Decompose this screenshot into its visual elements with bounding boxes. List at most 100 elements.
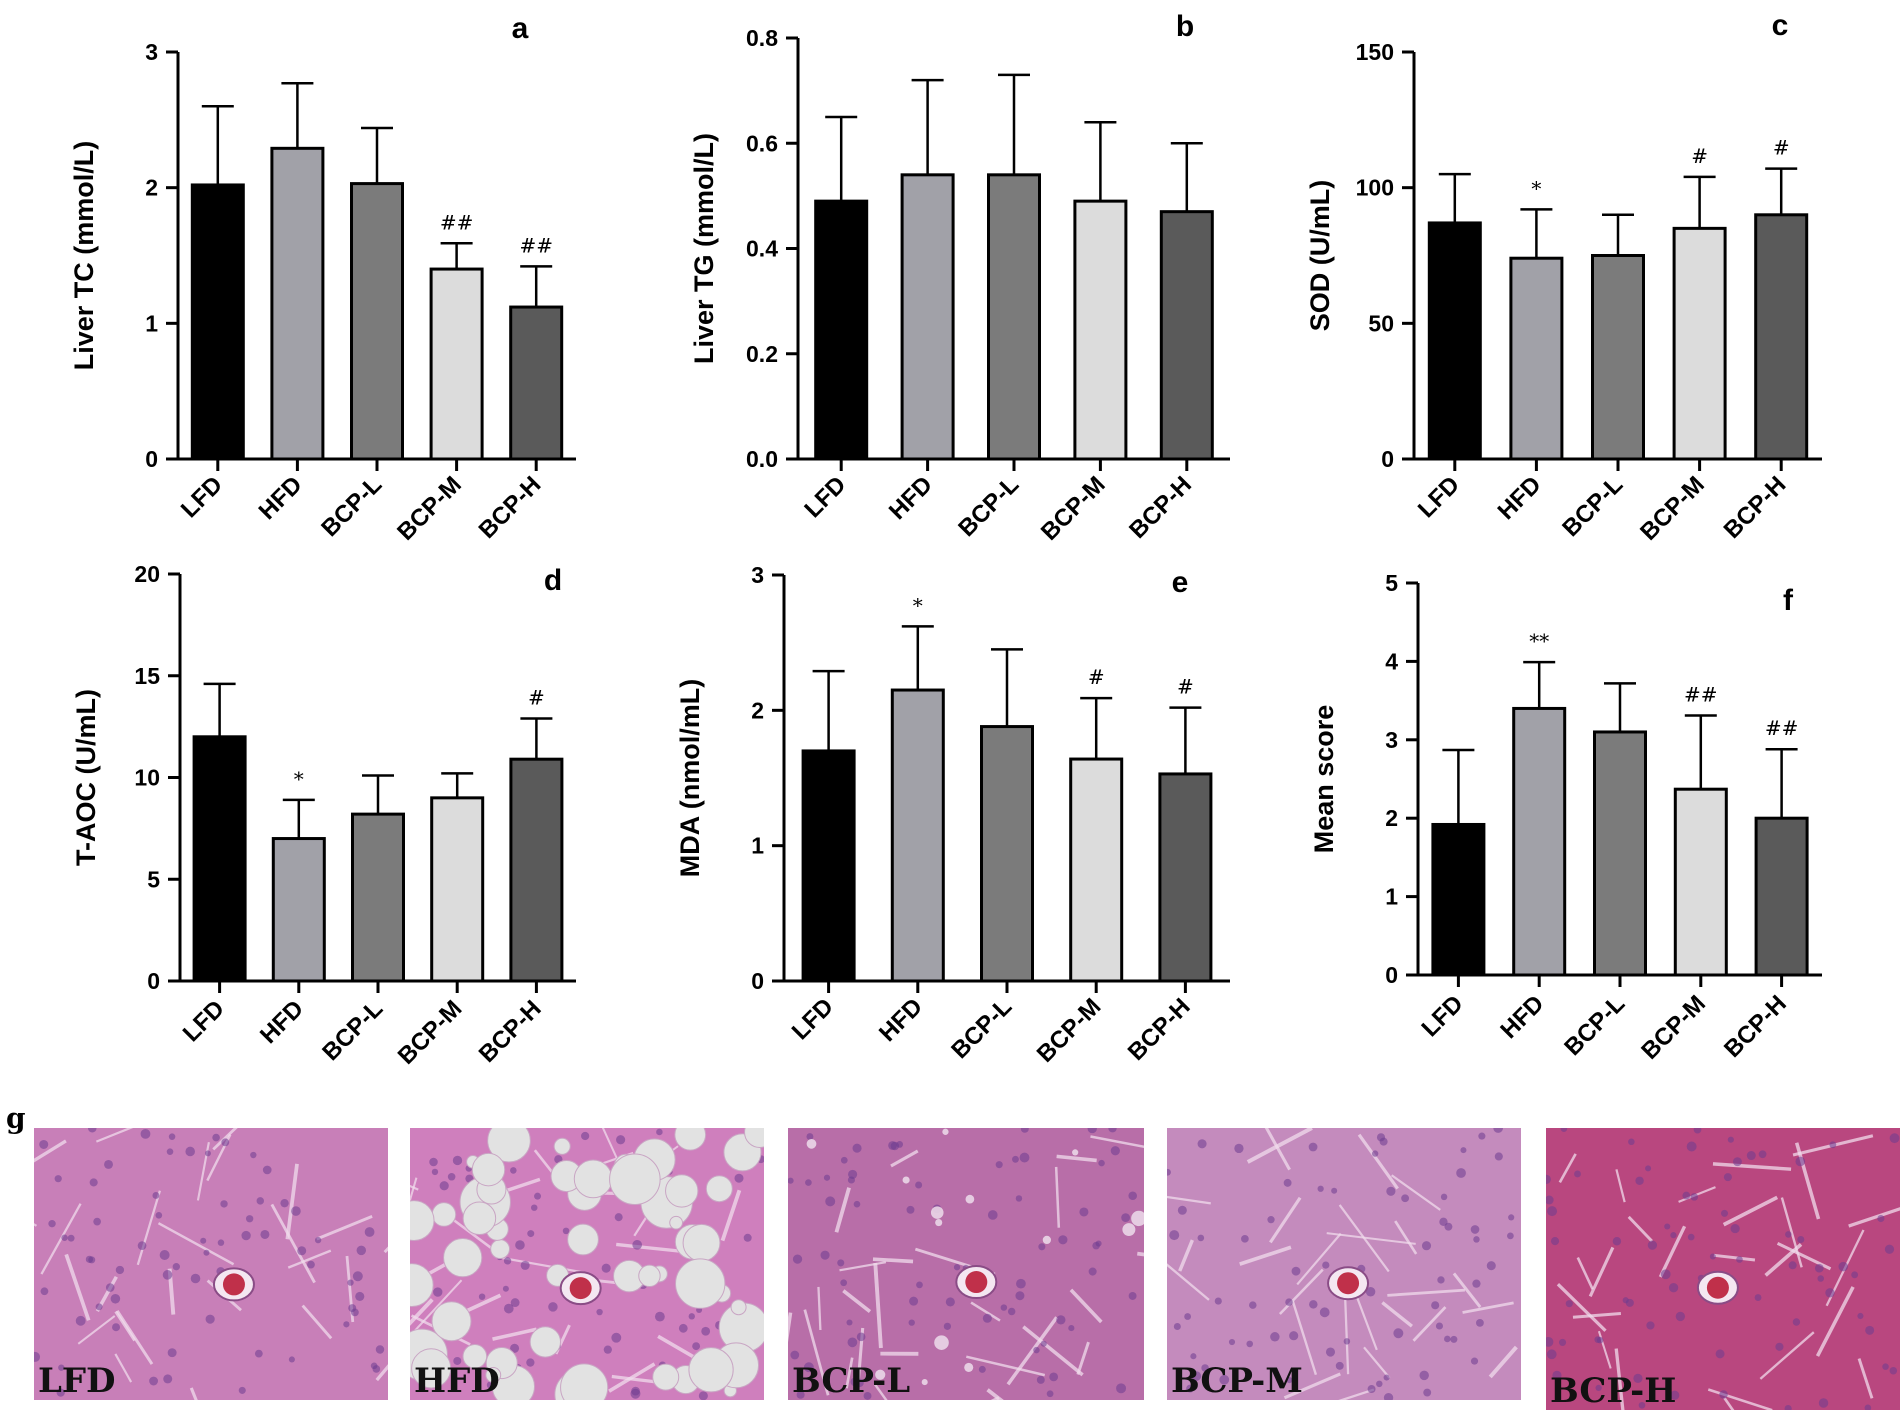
sinusoid [1558, 1153, 1577, 1183]
nucleus [75, 1315, 86, 1326]
nucleus [1732, 1157, 1742, 1167]
nucleus [453, 1356, 462, 1365]
nucleus [1635, 1176, 1644, 1185]
bar-hfd [270, 146, 325, 461]
nucleus [1308, 1142, 1318, 1152]
nucleus [1201, 1364, 1209, 1372]
nucleus [1386, 1186, 1396, 1196]
y-tick-label: 0.4 [746, 236, 778, 262]
nucleus [262, 1165, 272, 1175]
nucleus [906, 1205, 915, 1214]
nucleus [1007, 1307, 1016, 1316]
nucleus [1169, 1230, 1180, 1241]
nucleus [1110, 1146, 1120, 1156]
nucleus [1088, 1267, 1097, 1276]
nucleus [915, 1181, 923, 1189]
y-tick-label: 0 [147, 968, 160, 994]
x-category-label: BCP-L [1559, 990, 1630, 1061]
nucleus [856, 1332, 866, 1342]
fat-vacuole [410, 1200, 435, 1241]
x-category-label: LFD [176, 471, 228, 523]
nucleus [1612, 1237, 1622, 1246]
bar-hfd [271, 837, 326, 983]
y-tick-label: 20 [134, 561, 160, 587]
nucleus [1493, 1128, 1504, 1133]
nucleus [1884, 1244, 1895, 1254]
sinusoid [601, 1128, 622, 1168]
sinusoid [1780, 1197, 1803, 1268]
nucleus [447, 1172, 456, 1181]
nucleus [1682, 1191, 1691, 1200]
nucleus [61, 1234, 68, 1241]
bar-bcp-l [1593, 730, 1647, 977]
fat-vacuole [471, 1152, 506, 1187]
fat-vacuole [930, 1206, 944, 1219]
nucleus [847, 1337, 858, 1348]
fat-vacuole [443, 1238, 483, 1278]
sinusoid [1658, 1225, 1687, 1278]
sinusoid [1069, 1288, 1103, 1324]
nucleus [1197, 1234, 1205, 1242]
nucleus [688, 1313, 695, 1320]
sinusoid [1722, 1195, 1779, 1227]
nucleus [1033, 1346, 1040, 1354]
nucleus [1784, 1404, 1792, 1410]
bar-bcp-m [1673, 787, 1728, 977]
nucleus [356, 1245, 367, 1256]
nucleus [1664, 1223, 1671, 1230]
fat-vacuole [560, 1363, 609, 1400]
sinusoid [375, 1364, 388, 1382]
nucleus [1309, 1300, 1318, 1309]
nucleus [1431, 1301, 1440, 1310]
nucleus [149, 1376, 159, 1386]
nucleus [1184, 1313, 1192, 1320]
nucleus [1319, 1307, 1330, 1318]
sinusoid [1815, 1286, 1855, 1357]
x-category-label: LFD [1413, 471, 1465, 523]
nucleus [307, 1260, 315, 1269]
bar-bcp-l [987, 173, 1041, 461]
nucleus [701, 1326, 711, 1336]
nucleus [1646, 1321, 1655, 1330]
x-category-label: BCP-M [1635, 471, 1710, 546]
significance-label: # [1691, 144, 1708, 168]
x-category-label: BCP-L [953, 471, 1024, 542]
y-tick-label: 0.6 [746, 130, 778, 156]
nucleus [1546, 1349, 1557, 1360]
sinusoid [1723, 1397, 1735, 1410]
y-tick-label: 5 [147, 866, 160, 892]
sinusoid [285, 1163, 299, 1240]
nucleus [1687, 1233, 1695, 1241]
nucleus [1558, 1338, 1567, 1346]
nucleus [1246, 1340, 1254, 1348]
fat-vacuole [1131, 1210, 1144, 1227]
sinusoid [1167, 1263, 1210, 1301]
nucleus [1478, 1132, 1486, 1140]
sinusoid [114, 1353, 133, 1383]
nucleus [95, 1303, 103, 1311]
bar-bcp-m [1069, 757, 1124, 983]
nucleus [1857, 1312, 1864, 1320]
nucleus [1046, 1390, 1054, 1398]
nucleus [678, 1323, 688, 1333]
nucleus [1190, 1353, 1197, 1360]
nucleus [1547, 1206, 1558, 1217]
nucleus [56, 1388, 65, 1397]
sinusoid [500, 1256, 587, 1274]
nucleus [39, 1139, 49, 1149]
nucleus [1494, 1152, 1503, 1161]
bar-bcp-h [509, 305, 564, 461]
significance-label: ## [440, 210, 474, 234]
bar-lfd [1427, 221, 1482, 461]
nucleus [1675, 1311, 1686, 1322]
nucleus [1440, 1193, 1448, 1201]
nucleus [297, 1246, 307, 1256]
sinusoid [1283, 1372, 1341, 1400]
nucleus [1325, 1347, 1336, 1357]
nucleus [1322, 1261, 1330, 1269]
fat-vacuole [1042, 1235, 1051, 1245]
y-tick-label: 3 [1385, 727, 1398, 753]
sinusoid [890, 1149, 919, 1168]
nucleus [168, 1133, 176, 1140]
nucleus [1439, 1217, 1448, 1227]
